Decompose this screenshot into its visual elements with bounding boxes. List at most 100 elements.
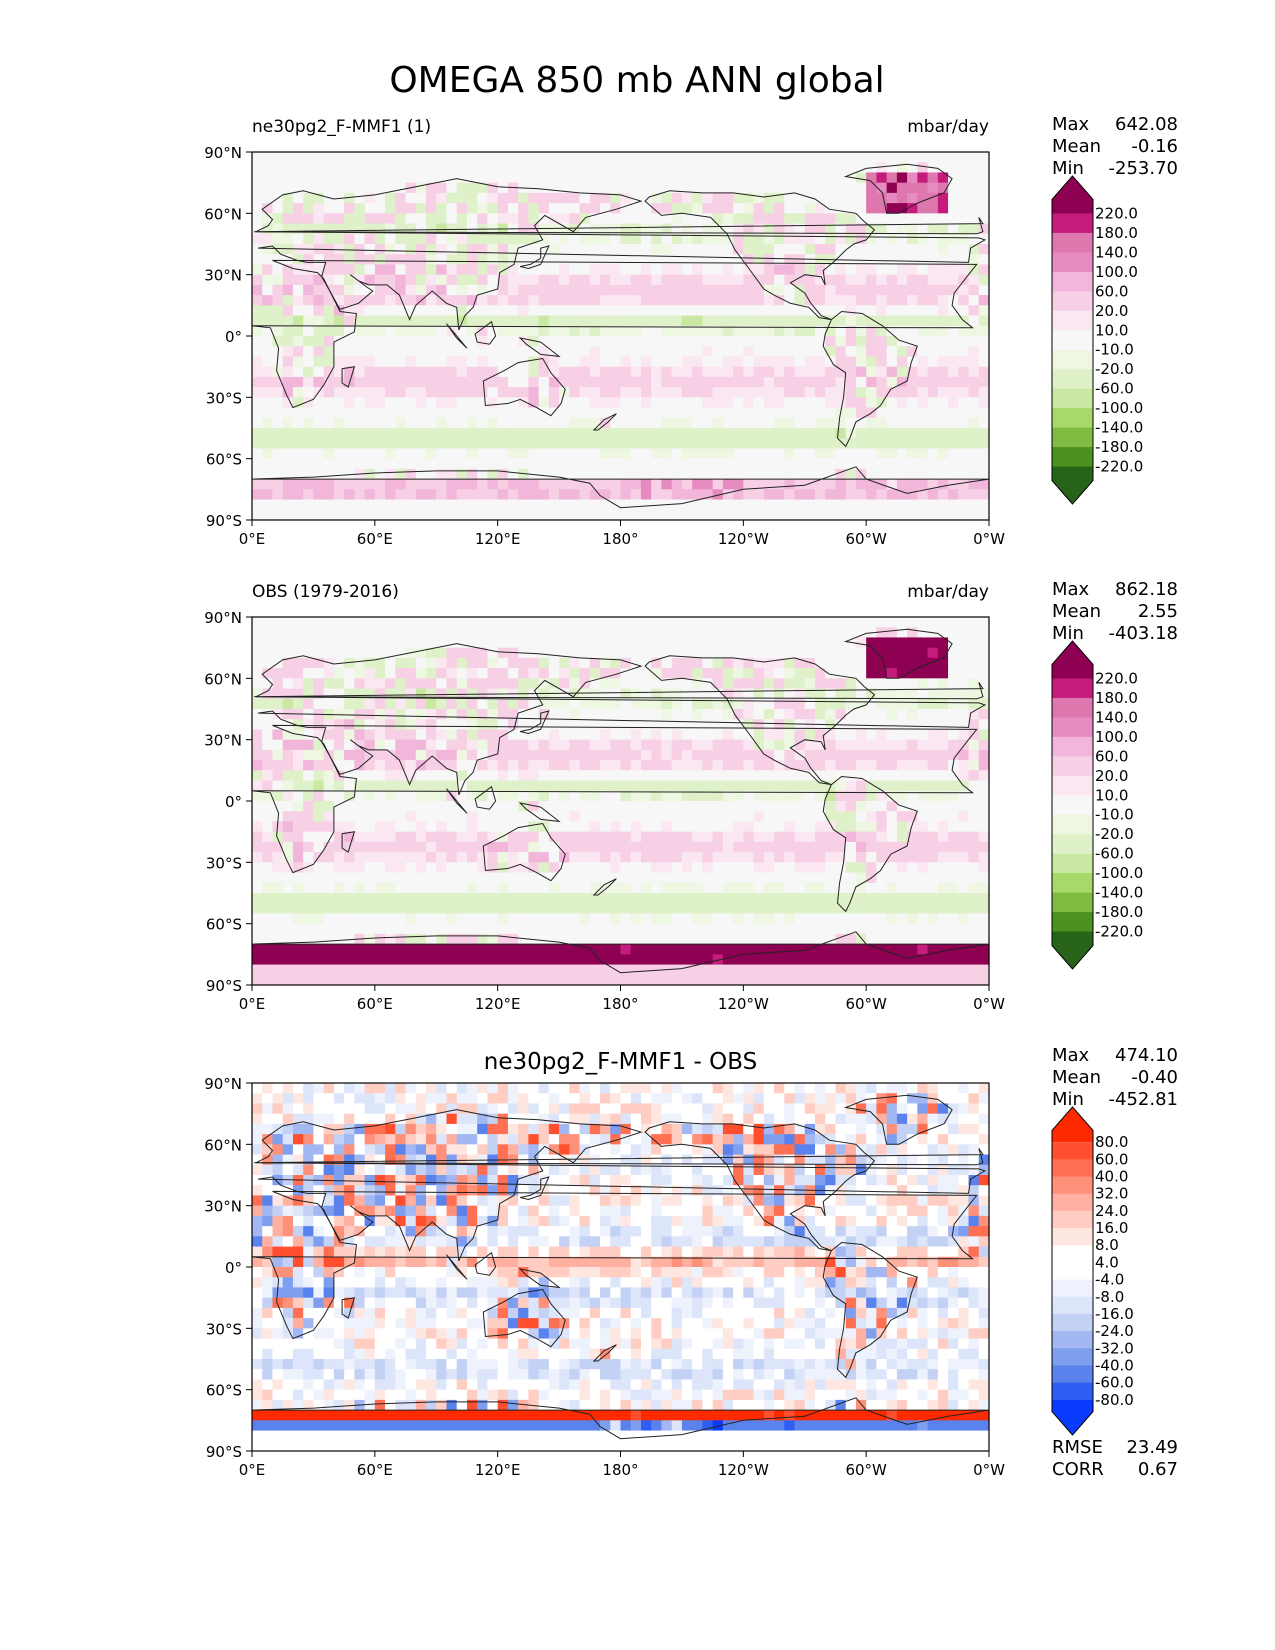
heatmap-cell — [681, 790, 693, 802]
heatmap-cell — [446, 831, 458, 843]
heatmap-cell — [784, 749, 796, 761]
heatmap-cell — [927, 448, 939, 460]
heatmap-cell — [262, 739, 274, 751]
heatmap-cell — [917, 811, 929, 823]
heatmap-cell — [303, 428, 315, 439]
heatmap-cell — [477, 336, 489, 347]
heatmap-cell — [784, 841, 796, 853]
heatmap-cell — [610, 852, 622, 863]
heatmap-cell — [436, 852, 448, 863]
heatmap-cell — [333, 438, 345, 450]
heatmap-cell — [405, 872, 417, 884]
heatmap-cell — [446, 729, 458, 741]
heatmap-cell — [845, 366, 857, 378]
heatmap-cell — [292, 172, 304, 184]
colorbar-label: 10.0 — [1095, 321, 1128, 339]
heatmap-cell — [671, 192, 683, 204]
heatmap-cell — [456, 719, 468, 731]
heatmap-cell — [702, 882, 714, 894]
heatmap-cell — [333, 479, 345, 490]
heatmap-cell — [559, 479, 570, 490]
heatmap-cell — [466, 729, 478, 741]
heatmap-cell — [548, 627, 560, 639]
heatmap-cell — [610, 739, 622, 751]
heatmap-cell — [651, 417, 663, 429]
heatmap-cell — [569, 872, 581, 884]
heatmap-cell — [722, 637, 734, 649]
heatmap-cell — [968, 284, 980, 296]
heatmap-cell — [497, 893, 509, 904]
heatmap-cell — [661, 862, 673, 874]
heatmap-cell — [344, 336, 355, 347]
heatmap-cell — [323, 172, 335, 184]
heatmap-cell — [927, 760, 939, 771]
heatmap-cell — [272, 417, 284, 429]
heatmap-cell — [415, 438, 427, 450]
heatmap-cell — [364, 862, 376, 874]
colorbar: 220.0180.0140.0100.060.020.010.0-10.0-20… — [1051, 175, 1143, 505]
heatmap-cell — [927, 468, 939, 480]
heatmap-cell — [446, 852, 458, 863]
heatmap-cell — [272, 182, 284, 194]
heatmap-cell — [968, 627, 980, 639]
heatmap-cell — [855, 509, 867, 521]
heatmap-cell — [978, 647, 990, 659]
heatmap-cell — [313, 801, 325, 812]
heatmap-cell — [487, 709, 499, 720]
heatmap-cell — [733, 688, 744, 700]
heatmap-cell — [313, 479, 325, 490]
heatmap-cell — [600, 903, 611, 915]
heatmap-cell — [671, 468, 683, 480]
heatmap-cell — [937, 729, 949, 741]
heatmap-cell — [640, 346, 652, 358]
heatmap-cell — [958, 448, 970, 460]
heatmap-cell — [313, 678, 325, 690]
heatmap-cell — [855, 152, 867, 163]
heatmap-cell — [497, 264, 509, 276]
heatmap-cell — [927, 458, 939, 470]
heatmap-cell — [313, 397, 325, 409]
heatmap-cell — [968, 647, 980, 659]
heatmap-cell — [927, 913, 939, 925]
heatmap-cell — [600, 468, 611, 480]
heatmap-cell — [477, 729, 489, 741]
heatmap-cell — [825, 336, 837, 347]
heatmap-cell — [507, 831, 519, 843]
heatmap-cell — [968, 657, 980, 669]
heatmap-cell — [907, 448, 918, 460]
heatmap-cell — [651, 509, 663, 521]
heatmap-cell — [374, 356, 386, 368]
heatmap-cell — [477, 315, 489, 327]
heatmap-cell — [405, 903, 417, 915]
heatmap-cell — [395, 479, 407, 490]
heatmap-cell — [579, 709, 591, 720]
heatmap-cell — [733, 274, 744, 286]
heatmap-cell — [907, 305, 918, 317]
heatmap-cell — [681, 244, 693, 255]
heatmap-cell — [559, 893, 570, 904]
heatmap-cell — [538, 657, 550, 669]
heatmap-cell — [610, 233, 622, 245]
heatmap-cell — [743, 417, 755, 429]
heatmap-cell — [712, 509, 724, 521]
heatmap-cell — [466, 509, 478, 521]
heatmap-cell — [262, 729, 274, 741]
heatmap-cell — [866, 933, 878, 945]
heatmap-cell — [712, 617, 724, 628]
heatmap-cell — [640, 852, 652, 863]
heatmap-cell — [487, 254, 499, 266]
heatmap-cell — [282, 719, 294, 731]
colorbar-label: -60.0 — [1095, 380, 1134, 398]
heatmap-cell — [538, 852, 550, 863]
heatmap-cell — [917, 305, 929, 317]
heatmap-cell — [784, 192, 796, 204]
heatmap-cell — [252, 192, 263, 204]
heatmap-cell — [426, 933, 437, 945]
heatmap-cell — [415, 811, 427, 823]
heatmap-cell — [712, 468, 724, 480]
heatmap-cell — [753, 637, 765, 649]
heatmap-cell — [333, 831, 345, 843]
heatmap-cell — [395, 811, 407, 823]
heatmap-cell — [763, 213, 775, 225]
heatmap-cell — [518, 264, 529, 276]
